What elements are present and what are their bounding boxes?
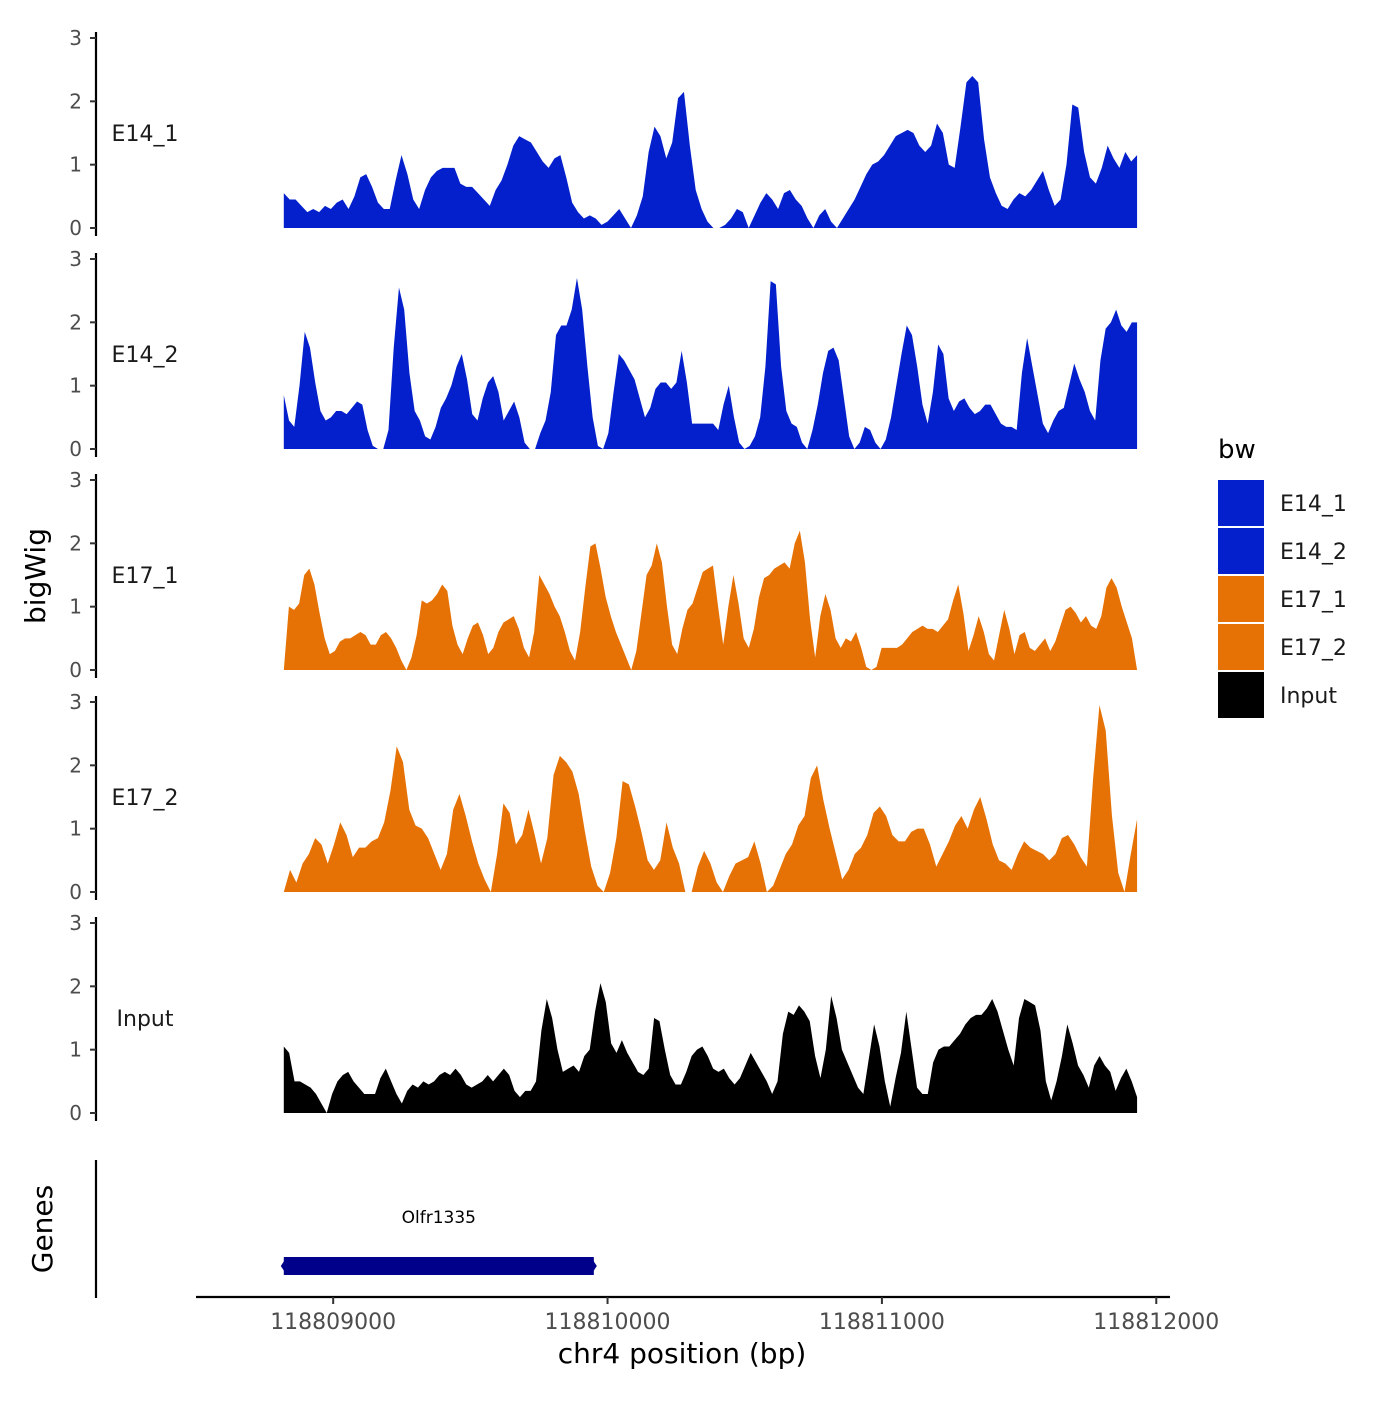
y-axis-title: bigWig [19,528,52,624]
legend-item: E14_2 [1218,528,1347,574]
y-tick-label: 0 [69,658,82,682]
gene-label: Olfr1335 [402,1208,476,1228]
track-label: E14_2 [112,343,179,368]
signal-tracks: 0 1 2 3 E14_1 0 1 2 3 E14_2 0 1 2 3 E17_1 0 1 2 3 E17_2 0 1 2 3… [69,26,1138,1125]
signal-area-input [283,983,1138,1113]
y-tick-label: 2 [69,753,82,777]
x-axis-title: chr4 position (bp) [558,1337,807,1370]
signal-area-e14-1 [283,76,1138,228]
legend-item: E17_2 [1218,624,1347,670]
track-label: E17_2 [112,786,179,811]
track-e14-1: 0 1 2 3 E14_1 [69,26,1138,240]
x-tick-label: 118812000 [1093,1310,1219,1335]
legend-label: Input [1280,684,1337,709]
legend-item: E14_1 [1218,480,1347,526]
genes-track: Olfr1335 [94,1160,597,1298]
signal-area-e17-1 [283,530,1138,670]
genes-axis-title: Genes [26,1185,59,1273]
y-tick-label: 3 [69,26,82,50]
x-tick-label: 118811000 [819,1310,945,1335]
y-tick-label: 1 [69,374,82,398]
y-tick-label: 0 [69,880,82,904]
y-tick-label: 3 [69,468,82,492]
legend-swatch [1218,480,1264,526]
y-tick-label: 0 [69,1101,82,1125]
y-tick-label: 3 [69,911,82,935]
y-tick-label: 2 [69,974,82,998]
legend-item: E17_1 [1218,576,1347,622]
x-tick-label: 118809000 [270,1310,396,1335]
y-tick-label: 2 [69,89,82,113]
y-tick-label: 1 [69,817,82,841]
track-input: 0 1 2 3 Input [69,911,1138,1125]
legend-swatch [1218,672,1264,718]
y-tick-label: 1 [69,153,82,177]
track-e17-2: 0 1 2 3 E17_2 [69,690,1138,904]
y-tick-label: 2 [69,531,82,555]
gene-arrow-left [280,1257,287,1275]
y-tick-label: 1 [69,595,82,619]
x-ticks: 118809000 118810000 118811000 118812000 [270,1297,1219,1335]
signal-area-e17-2 [283,705,1138,892]
signal-area-e14-2 [283,278,1138,449]
legend-title: bw [1218,435,1256,465]
y-tick-label: 0 [69,437,82,461]
legend-label: E17_2 [1280,636,1347,661]
gene-arrow-right [590,1257,597,1275]
gene-layer: Olfr1335 [280,1208,597,1275]
legend-swatch [1218,624,1264,670]
track-label: Input [117,1007,174,1032]
y-tick-label: 3 [69,690,82,714]
legend-label: E17_1 [1280,588,1347,613]
track-label: E14_1 [112,122,179,147]
y-tick-label: 2 [69,310,82,334]
legend-item: Input [1218,672,1337,718]
legend: bw E14_1 E14_2 E17_1 E17_2 Input [1218,435,1347,718]
legend-swatch [1218,576,1264,622]
x-tick-label: 118810000 [545,1310,671,1335]
track-e14-2: 0 1 2 3 E14_2 [69,247,1138,461]
legend-label: E14_2 [1280,540,1347,565]
y-tick-label: 3 [69,247,82,271]
y-tick-label: 1 [69,1038,82,1062]
track-e17-1: 0 1 2 3 E17_1 [69,468,1138,682]
legend-items: E14_1 E14_2 E17_1 E17_2 Input [1218,480,1347,718]
gene-body [283,1257,594,1275]
track-label: E17_1 [112,564,179,589]
x-axis: 118809000 118810000 118811000 118812000 [196,1295,1219,1335]
y-tick-label: 0 [69,216,82,240]
legend-swatch [1218,528,1264,574]
legend-label: E14_1 [1280,492,1347,517]
